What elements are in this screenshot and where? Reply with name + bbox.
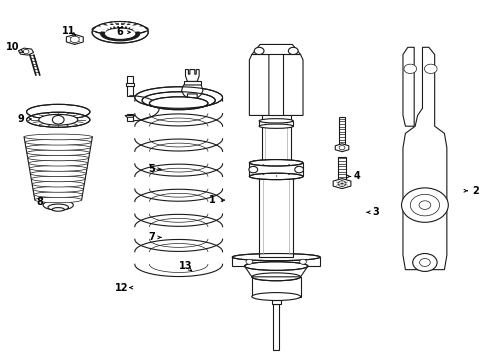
Text: 11: 11 [62, 26, 76, 36]
Ellipse shape [28, 160, 88, 166]
Ellipse shape [26, 112, 90, 127]
Text: 7: 7 [148, 232, 155, 242]
Ellipse shape [101, 27, 140, 41]
Polygon shape [127, 114, 133, 121]
Ellipse shape [135, 87, 222, 108]
Polygon shape [66, 35, 83, 44]
Polygon shape [259, 176, 293, 257]
Ellipse shape [26, 104, 90, 120]
Text: 6: 6 [117, 27, 123, 37]
Ellipse shape [33, 186, 83, 192]
Ellipse shape [251, 293, 300, 301]
Circle shape [23, 49, 29, 54]
Polygon shape [185, 69, 199, 81]
Ellipse shape [104, 28, 136, 40]
Circle shape [412, 253, 436, 271]
Text: 8: 8 [36, 197, 43, 207]
Polygon shape [283, 54, 303, 116]
Ellipse shape [259, 119, 293, 123]
Text: 1: 1 [209, 195, 216, 205]
Text: 9: 9 [18, 114, 24, 124]
Text: 5: 5 [148, 164, 155, 174]
Circle shape [70, 36, 79, 42]
Text: 13: 13 [179, 261, 192, 271]
Ellipse shape [48, 204, 68, 211]
Polygon shape [271, 300, 280, 304]
Polygon shape [259, 121, 293, 126]
Circle shape [409, 194, 439, 216]
Ellipse shape [30, 171, 86, 176]
Ellipse shape [29, 166, 87, 171]
Ellipse shape [92, 22, 148, 43]
Circle shape [52, 116, 64, 124]
Polygon shape [127, 76, 133, 96]
Polygon shape [272, 304, 279, 350]
Ellipse shape [251, 273, 300, 281]
Ellipse shape [149, 97, 207, 110]
Polygon shape [183, 81, 201, 85]
Ellipse shape [27, 150, 89, 156]
Circle shape [248, 166, 257, 173]
Circle shape [245, 259, 252, 264]
Ellipse shape [43, 200, 73, 210]
Text: 3: 3 [372, 207, 379, 217]
Ellipse shape [232, 253, 320, 261]
Circle shape [337, 181, 345, 186]
Circle shape [401, 188, 447, 222]
Ellipse shape [52, 208, 64, 211]
Circle shape [419, 258, 429, 266]
Polygon shape [244, 266, 307, 277]
Ellipse shape [142, 92, 215, 109]
Polygon shape [337, 157, 345, 179]
Polygon shape [251, 277, 300, 297]
Circle shape [254, 47, 264, 54]
Ellipse shape [31, 176, 85, 182]
Polygon shape [232, 257, 320, 266]
Circle shape [299, 259, 306, 264]
Text: 2: 2 [472, 186, 479, 196]
Polygon shape [126, 83, 134, 86]
Text: 4: 4 [352, 171, 359, 181]
Polygon shape [261, 116, 290, 163]
Polygon shape [181, 85, 203, 98]
Ellipse shape [32, 181, 84, 187]
Ellipse shape [34, 192, 82, 198]
Polygon shape [338, 117, 344, 144]
Ellipse shape [28, 155, 89, 161]
Ellipse shape [259, 124, 293, 129]
Ellipse shape [25, 139, 91, 145]
Ellipse shape [244, 262, 307, 270]
Circle shape [338, 145, 344, 150]
Polygon shape [125, 116, 135, 117]
Ellipse shape [26, 145, 90, 150]
Circle shape [418, 201, 430, 210]
Text: 12: 12 [115, 283, 128, 293]
Circle shape [288, 47, 298, 54]
Polygon shape [249, 54, 268, 116]
Circle shape [403, 64, 416, 73]
Polygon shape [402, 47, 413, 126]
Ellipse shape [93, 24, 147, 35]
Ellipse shape [35, 197, 81, 203]
Text: 10: 10 [6, 42, 20, 52]
Polygon shape [332, 179, 350, 189]
Polygon shape [402, 47, 446, 270]
Polygon shape [249, 163, 303, 176]
Ellipse shape [249, 159, 303, 166]
Ellipse shape [39, 114, 78, 125]
Ellipse shape [24, 134, 92, 140]
Polygon shape [19, 48, 34, 55]
Circle shape [424, 64, 436, 73]
Polygon shape [251, 44, 300, 54]
Ellipse shape [249, 173, 303, 180]
Polygon shape [335, 144, 348, 152]
Circle shape [294, 166, 303, 173]
